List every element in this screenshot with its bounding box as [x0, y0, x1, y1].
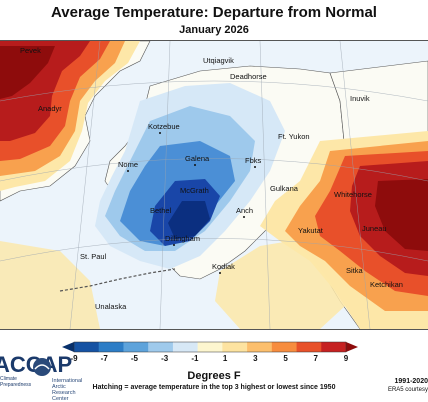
- colorbar-tick-label: -9: [70, 354, 78, 363]
- place-label-juneau: Juneau: [362, 224, 387, 233]
- colorbar-unit-label: Degrees F: [187, 370, 241, 382]
- gulf-warm-pale: [215, 241, 345, 329]
- colorbar-segment: [197, 342, 223, 352]
- place-label-nome: Nome: [118, 160, 138, 169]
- place-label-whitehorse: Whitehorse: [334, 190, 372, 199]
- place-label-st-paul: St. Paul: [80, 252, 107, 261]
- place-label-unalaska: Unalaska: [95, 302, 127, 311]
- reference-period: 1991-2020: [394, 378, 428, 385]
- colorbar-segment: [98, 342, 124, 352]
- colorbar-segment: [74, 342, 100, 352]
- place-label-dillingham: Dillingham: [165, 234, 200, 243]
- colorbar-tick-label: -7: [101, 354, 109, 363]
- colorbar-segment: [321, 342, 347, 352]
- alaska-cold-core: [168, 201, 210, 239]
- graticule: [0, 41, 428, 329]
- map-subtitle: January 2026: [179, 24, 249, 36]
- place-label-utqiagvik: Utqiagvik: [203, 56, 234, 65]
- place-label-kodiak: Kodiak: [212, 262, 235, 271]
- temperature-map: Pevek Anadyr Utqiagvik Deadhorse Inuvik …: [0, 40, 428, 330]
- colorbar-segment: [271, 342, 297, 352]
- place-label-sitka: Sitka: [346, 266, 364, 275]
- place-label-anadyr: Anadyr: [38, 104, 62, 113]
- accap-line2: Preparedness: [0, 382, 32, 388]
- accap-logo: ACCAP Climate Preparedness: [0, 352, 72, 392]
- colorbar-arrow-low: [62, 342, 74, 352]
- hatching-note: Hatching = average temperature in the to…: [92, 384, 336, 391]
- place-label-ft-yukon: Ft. Yukon: [278, 132, 310, 141]
- colorbar-tick-label: 5: [283, 354, 288, 363]
- colorbar-segment: [247, 342, 273, 352]
- pacific-warm-pale: [0, 241, 100, 329]
- place-label-anch: Anch: [236, 206, 253, 215]
- place-label-gulkana: Gulkana: [270, 184, 299, 193]
- siberia-warm-core: [0, 46, 55, 99]
- colorbar-segment: [222, 342, 248, 352]
- place-labels: Pevek Anadyr Utqiagvik Deadhorse Inuvik …: [20, 46, 403, 311]
- colorbar-segment: [296, 342, 322, 352]
- colorbar-tick-label: -3: [161, 354, 169, 363]
- place-label-pevek: Pevek: [20, 46, 41, 55]
- data-credit: ERA5 courtesy: [387, 387, 428, 393]
- iarc-emblem-icon: [33, 358, 51, 376]
- colorbar: -9 -7 -5 -3 -1 1 3 5 7 9: [60, 340, 360, 370]
- iarc-logo: International Arctic Research Center: [30, 356, 90, 402]
- colorbar-tick-label: 3: [253, 354, 258, 363]
- colorbar-tick-label: 9: [344, 354, 349, 363]
- colorbar-arrow-high: [346, 342, 358, 352]
- iarc-line1: International Arctic: [52, 378, 83, 390]
- place-label-bethel: Bethel: [150, 206, 172, 215]
- place-label-kotzebue: Kotzebue: [148, 122, 180, 131]
- place-dots: [127, 132, 256, 274]
- place-label-deadhorse: Deadhorse: [230, 72, 267, 81]
- canada-warm-core: [375, 179, 428, 251]
- colorbar-segment: [172, 342, 198, 352]
- colorbar-tick-label: 7: [314, 354, 319, 363]
- place-label-galena: Galena: [185, 154, 210, 163]
- colorbar-segment: [148, 342, 174, 352]
- iarc-line2: Research Center: [52, 390, 76, 402]
- place-label-fbks: Fbks: [245, 156, 262, 165]
- colorbar-tick-label: -5: [131, 354, 139, 363]
- accap-line1: Climate: [0, 376, 17, 382]
- colorbar-outline: [73, 341, 347, 353]
- colorbar-segment: [123, 342, 149, 352]
- place-label-ketchikan: Ketchikan: [370, 280, 403, 289]
- place-label-yakutat: Yakutat: [298, 226, 324, 235]
- colorbar-tick-label: -1: [191, 354, 199, 363]
- aleutian-islands: [59, 268, 176, 292]
- place-label-mcgrath: McGrath: [180, 186, 209, 195]
- place-label-inuvik: Inuvik: [350, 94, 370, 103]
- map-title: Average Temperature: Departure from Norm…: [51, 4, 377, 21]
- colorbar-tick-label: 1: [223, 354, 228, 363]
